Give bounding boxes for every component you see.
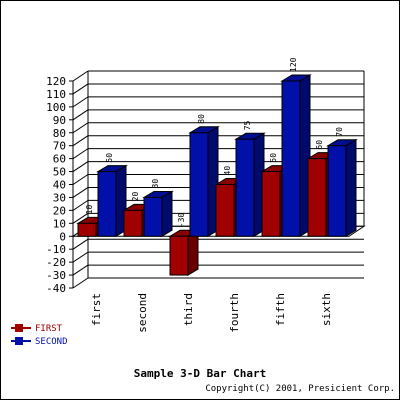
data-label: 120 <box>289 57 298 72</box>
x-tick-label: fifth <box>274 293 287 326</box>
grid-depth-line <box>72 161 89 172</box>
y-tick-label: 80 <box>53 127 66 140</box>
bar-front-face <box>143 196 163 237</box>
grid-depth-line <box>72 264 89 276</box>
x-axis-labels: first second third fourth fifth sixth <box>90 293 333 333</box>
bar-second-second <box>142 190 174 238</box>
grid-depth-line <box>72 199 89 211</box>
legend: FIRST SECOND <box>11 324 68 347</box>
grid-depth-line <box>72 122 89 134</box>
y-tick-label: 20 <box>53 204 66 217</box>
y-tick-label: 50 <box>53 166 66 179</box>
y-tick-label: 100 <box>46 101 66 114</box>
bar-first-third <box>168 229 200 276</box>
data-label: 60 <box>315 140 324 150</box>
grid-depth-line <box>72 251 89 263</box>
legend-swatch <box>15 337 23 345</box>
grid-depth-line <box>72 148 89 160</box>
x-tick-label: third <box>182 293 195 326</box>
data-label: 50 <box>105 153 114 163</box>
bar-second-third <box>188 125 220 238</box>
bar-second-first <box>96 164 128 238</box>
y-tick-label: -10 <box>46 243 66 256</box>
y-tick-label: 110 <box>46 88 66 101</box>
data-label: 10 <box>85 204 94 214</box>
data-label: -30 <box>177 213 186 228</box>
x-tick-label: sixth <box>320 293 333 326</box>
x-tick-label: fourth <box>228 293 241 333</box>
grid-depth-line <box>72 109 89 121</box>
copyright-text: Copyright(C) 2001, Presicient Corp. <box>205 384 395 394</box>
bar-second-sixth <box>326 138 358 238</box>
y-tick-label: 90 <box>53 114 66 127</box>
y-tick-label: -40 <box>46 282 66 295</box>
grid-depth-line <box>72 174 89 185</box>
bar-front-face <box>261 171 281 237</box>
bar-front-face <box>327 145 347 237</box>
data-labels: 10 50 20 30 -30 80 40 75 50 120 60 70 <box>85 57 344 227</box>
legend-swatch <box>15 324 23 332</box>
bar-side-face <box>345 138 357 238</box>
bar-front-face <box>307 158 327 237</box>
chart-title: Sample 3-D Bar Chart <box>134 367 266 380</box>
data-label: 40 <box>223 166 232 176</box>
bar-front-face <box>123 209 143 237</box>
legend-label: SECOND <box>35 337 68 347</box>
grid-depth-line <box>72 212 89 224</box>
bar-side-face <box>161 190 173 238</box>
grid-depth-line <box>72 83 89 95</box>
y-tick-label: 30 <box>53 191 66 204</box>
y-tick-label: -20 <box>46 256 66 269</box>
bar-second-fifth <box>280 74 312 238</box>
data-label: 30 <box>151 179 160 189</box>
grid-depth-line <box>72 238 89 250</box>
data-label: 20 <box>131 192 140 202</box>
grid-depth-line <box>72 96 89 108</box>
y-tick-label: -30 <box>46 269 66 282</box>
grid-depth-line <box>72 277 89 289</box>
bar-front-face <box>77 222 97 237</box>
legend-label: FIRST <box>35 324 63 334</box>
bar-front-face <box>169 235 189 276</box>
legend-item-second: SECOND <box>11 337 68 347</box>
grid-depth-line <box>72 135 89 147</box>
bar-side-face <box>187 229 199 276</box>
y-tick-label: 120 <box>46 75 66 88</box>
grid-depth-line <box>72 70 89 82</box>
legend-item-first: FIRST <box>11 324 63 334</box>
x-tick-label: first <box>90 293 103 326</box>
bar-second-fourth <box>234 132 266 238</box>
data-label: 50 <box>269 153 278 163</box>
bar-front-face <box>281 80 301 237</box>
y-tick-label: 0 <box>59 230 66 243</box>
y-tick-label: 10 <box>53 217 66 230</box>
data-label: 70 <box>335 127 344 137</box>
chart-bars <box>76 74 358 276</box>
y-tick-label: 60 <box>53 153 66 166</box>
y-tick-label: 70 <box>53 140 66 153</box>
data-label: 75 <box>243 120 252 130</box>
bar-front-face <box>189 132 209 237</box>
bar-front-face <box>215 184 235 237</box>
data-label: 80 <box>197 114 206 124</box>
grid-depth-line <box>72 187 89 198</box>
bar-front-face <box>235 138 255 237</box>
y-tick-label: 40 <box>53 179 66 192</box>
x-tick-label: second <box>136 293 149 333</box>
bar-front-face <box>97 171 117 237</box>
